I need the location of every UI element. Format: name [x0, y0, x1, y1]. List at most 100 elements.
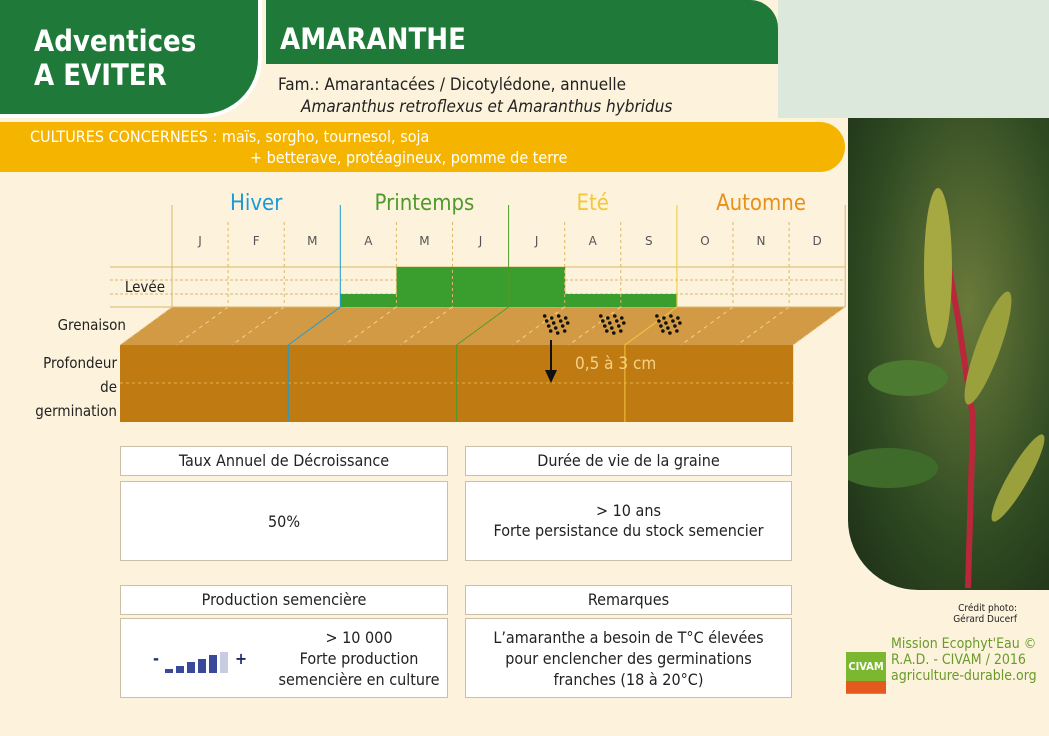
seed-dot [560, 324, 565, 328]
month-label: D [813, 234, 822, 248]
seed-dot [661, 329, 665, 333]
production-bar [187, 662, 195, 673]
seed-dot [555, 331, 560, 335]
production-title: Production semencière [120, 585, 448, 615]
seed-dot [671, 319, 675, 323]
soil-divider [624, 306, 678, 346]
family-text: Fam.: Amarantacées / Dicotylédone, annue… [278, 75, 627, 95]
seed-dot [613, 314, 617, 318]
row-label-levee: Levée [125, 278, 165, 296]
production-box: - + > 10 000 Forte production semencière… [120, 618, 448, 698]
seed-dot [608, 321, 612, 325]
seed-dot [553, 326, 558, 330]
seed-dot [606, 316, 610, 320]
soil-divider [231, 306, 285, 346]
seed-dot [610, 326, 614, 330]
cultures-line1: CULTURES CONCERNEES : maïs, sorgho, tour… [30, 127, 430, 146]
seed-dot [601, 319, 605, 323]
seed-dot [548, 329, 553, 333]
cultures-band: CULTURES CONCERNEES : maïs, sorgho, tour… [0, 122, 845, 172]
seed-dot [675, 329, 679, 333]
season-label: Printemps [375, 191, 475, 216]
seed-dot [599, 314, 603, 318]
seed-dot [562, 329, 567, 333]
remarks-title: Remarques [465, 585, 792, 615]
footer-line3: agriculture-durable.org [891, 668, 1037, 684]
month-label: M [307, 234, 317, 248]
levee-bar [508, 267, 566, 307]
month-label: A [589, 234, 598, 248]
footer-credits: Mission Ecophyt'Eau © R.A.D. - CIVAM / 2… [891, 636, 1037, 684]
month-label: O [700, 234, 709, 248]
seed-dot [558, 319, 563, 323]
production-line1: > 10 000 [325, 628, 393, 647]
production-bar [176, 665, 184, 673]
seed-dot [673, 324, 677, 328]
remarks-line2: pour enclencher des germinations [505, 649, 752, 668]
seed-dot [622, 321, 626, 325]
soil-divider [175, 306, 229, 346]
seed-dot [615, 319, 619, 323]
seed-dot [546, 324, 551, 328]
cultures-line2: + betterave, protéagineux, pomme de terr… [250, 148, 568, 167]
season-label: Hiver [230, 191, 283, 216]
seed-dot [549, 316, 554, 320]
seed-dot [544, 319, 549, 323]
soil-divider [344, 306, 397, 346]
brand-line1: Adventices [34, 24, 197, 58]
soil-divider [119, 306, 173, 346]
soil-divider [400, 306, 453, 346]
month-label: J [478, 234, 483, 248]
seed-dot [678, 321, 682, 325]
seasonal-chart: Hiver Printemps Eté Automne J F M A M J J A S O N D Levé… [35, 191, 846, 422]
production-text: > 10 000 Forte production semencière en … [269, 627, 449, 690]
seed-dot [659, 324, 663, 328]
brand-block: Adventices A EVITER [0, 0, 262, 118]
seed-dot [666, 326, 670, 330]
seed-dot [669, 314, 673, 318]
plus-sign: + [235, 649, 248, 668]
page-title: AMARANTHE [266, 0, 778, 64]
photo-credit: Crédit photo: Gérard Ducerf [900, 603, 1017, 625]
seed-dot [662, 316, 666, 320]
footer-line1: Mission Ecophyt'Eau © [891, 636, 1037, 652]
month-label: J [534, 234, 539, 248]
month-label: S [645, 234, 653, 248]
brand-line2: A EVITER [34, 58, 167, 92]
month-label: J [197, 234, 202, 248]
species-text: Amaranthus retroflexus et Amaranthus hyb… [301, 97, 673, 117]
production-bar [165, 669, 173, 673]
soil-divider [512, 306, 565, 346]
credit-line1: Crédit photo: [958, 603, 1017, 614]
seed-dot [603, 324, 607, 328]
minus-sign: - [153, 649, 159, 668]
life-box: > 10 ans Forte persistance du stock seme… [465, 481, 792, 561]
month-label: F [253, 234, 260, 248]
soil-divider [568, 306, 622, 346]
row-label-profondeur: de [100, 378, 117, 396]
seed-dot [605, 329, 609, 333]
depth-value: 0,5 à 3 cm [575, 354, 656, 374]
life-line1: > 10 ans [596, 501, 661, 520]
levee-bar [564, 294, 622, 307]
seed-dot [563, 316, 568, 320]
life-line2: Forte persistance du stock semencier [493, 521, 764, 540]
month-label: M [419, 234, 429, 248]
levee-bar [396, 267, 453, 307]
remarks-box: L’amaranthe a besoin de T°C élevées pour… [465, 618, 792, 698]
production-level-bars [165, 649, 237, 673]
season-label: Automne [716, 191, 806, 216]
life-title: Durée de vie de la graine [465, 446, 792, 476]
seed-dot [668, 331, 672, 335]
production-bar [220, 651, 228, 673]
row-label-grenaison: Grenaison [58, 316, 126, 334]
month-label: A [364, 234, 373, 248]
season-label: Eté [577, 191, 609, 216]
seed-dot [655, 314, 659, 318]
production-line3: semencière en culture [278, 670, 440, 689]
depth-arrow-head [545, 370, 557, 383]
decay-title: Taux Annuel de Décroissance [120, 446, 448, 476]
soil-divider [288, 306, 341, 346]
production-bar [198, 658, 206, 673]
seed-dot [556, 314, 561, 318]
